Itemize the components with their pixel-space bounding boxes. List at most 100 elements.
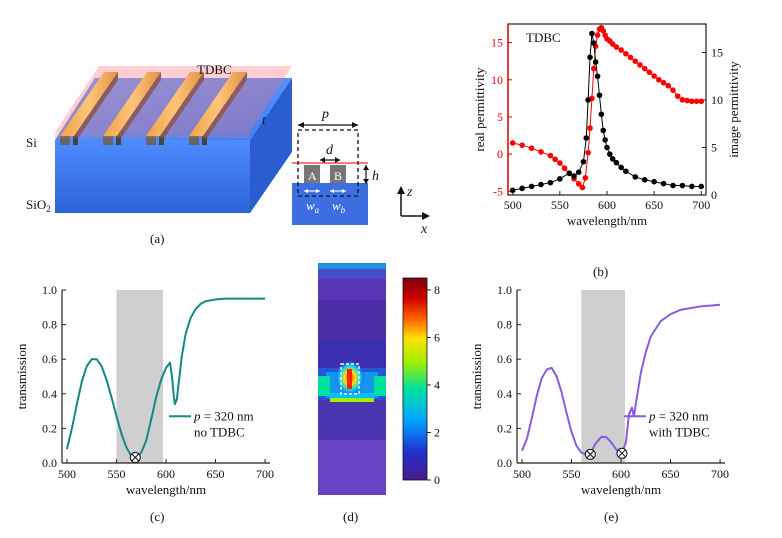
data-point (592, 59, 599, 65)
data-point (607, 151, 613, 157)
coordinate-axes (397, 186, 430, 220)
data-point (632, 58, 639, 64)
y-tick-label: 0.8 (42, 318, 57, 332)
y-tick-label: 1.0 (497, 283, 512, 297)
data-point (591, 40, 597, 46)
grating-ridges (60, 72, 247, 145)
data-point (613, 44, 620, 50)
data-point (582, 175, 589, 181)
x-tick-label: 650 (207, 467, 225, 481)
y-tick-label: 0.8 (497, 318, 512, 332)
data-point (547, 179, 554, 186)
data-point (618, 47, 624, 53)
x-tick-label: 500 (504, 198, 522, 212)
y-tick-label: 0.6 (497, 352, 512, 366)
data-point (651, 178, 657, 185)
y2-tick-label: 5 (711, 141, 717, 155)
y-tick-label: 5 (497, 110, 503, 124)
x-tick-label: 700 (692, 198, 710, 212)
shaded-band (581, 290, 625, 463)
data-point (575, 169, 582, 175)
transmission-curve (65, 297, 266, 459)
data-point (519, 142, 525, 148)
data-point (623, 168, 629, 175)
substrate-front (55, 140, 250, 213)
si-label: Si (26, 135, 37, 150)
data-point (585, 97, 591, 103)
legend-label: p = 320 nm (193, 408, 254, 423)
data-point (596, 92, 603, 99)
resonance-marker-cross (131, 453, 140, 462)
panel-b: 500 550 600 650 700 -5 0 5 10 15 0 5 10 15 wavelength/… (472, 23, 741, 228)
data-point (698, 98, 705, 105)
x-axis-title: wavelength/nm (567, 213, 647, 228)
caption-e: (e) (604, 509, 618, 524)
plot-frame (507, 23, 707, 196)
data-point (609, 156, 616, 162)
x-tick-label: 700 (711, 467, 729, 481)
d-label: d (326, 143, 334, 158)
colorbar-tick-label: 0 (434, 473, 440, 487)
data-point (585, 149, 591, 156)
chart-title: TDBC (526, 30, 561, 45)
sio2-label: SiO2 (26, 197, 51, 214)
data-point (552, 156, 558, 163)
data-point (579, 184, 586, 191)
t-label: t (262, 112, 266, 127)
data-point (571, 173, 577, 179)
data-point (604, 144, 610, 151)
legend-label-line2: with TDBC (649, 424, 710, 439)
x-axis-title: wavelength/nm (581, 482, 661, 497)
x-tick-label: 650 (662, 467, 680, 481)
data-point (679, 182, 686, 189)
transmission-curve (521, 303, 721, 458)
x-tick-label: 550 (107, 467, 125, 481)
data-point (589, 30, 595, 37)
y-axis-title: transmission (469, 343, 484, 409)
y-axis-title: transmission (14, 343, 29, 409)
data-point (656, 76, 662, 83)
y-tick-label: 0.2 (42, 421, 57, 435)
data-point (641, 65, 648, 72)
a-label: A (308, 169, 317, 183)
data-point (538, 181, 544, 188)
data-point (660, 180, 667, 187)
colorbar: 0 2 4 6 8 (402, 277, 440, 487)
data-point (561, 165, 568, 172)
data-point (665, 82, 672, 89)
y2-axis-title: image permittivity (726, 61, 741, 158)
y2-tick-label: 0 (711, 188, 717, 202)
x-tick-label: 550 (551, 198, 569, 212)
y-tick-label: 0.2 (497, 421, 512, 435)
colorbar-tick-label: 2 (434, 425, 440, 439)
y-tick-label: 0.6 (42, 352, 57, 366)
y-axis-title: real permittivity (472, 67, 487, 152)
data-point (598, 111, 605, 118)
data-point (609, 41, 616, 47)
data-point (613, 159, 620, 166)
data-point (632, 174, 639, 180)
data-point (591, 65, 597, 72)
y-tick-label: 15 (491, 36, 503, 50)
panel-c: 500 550 600 650 700 0.0 0.2 0.4 0.6 0.8 1.0 wavelen… (14, 283, 274, 497)
p-label: p (321, 107, 329, 122)
y-tick-label: 0.0 (42, 456, 57, 470)
b-label: B (334, 169, 342, 183)
x-tick-label: 600 (157, 467, 175, 481)
resonance-marker-cross (618, 449, 626, 458)
data-point (651, 73, 657, 79)
data-point (557, 176, 563, 182)
y-tick-label: 0 (497, 147, 503, 161)
y-tick-label: 0.4 (42, 387, 57, 401)
caption-d: (d) (343, 509, 358, 524)
data-point (580, 158, 587, 165)
data-point (547, 152, 554, 159)
x-axis-title: wavelength/nm (126, 482, 206, 497)
data-point (674, 93, 681, 99)
x-tick-label: 650 (645, 198, 663, 212)
y-tick-label: 0.0 (497, 456, 512, 470)
data-point (623, 50, 629, 57)
data-point (637, 62, 643, 68)
data-point (587, 54, 593, 61)
